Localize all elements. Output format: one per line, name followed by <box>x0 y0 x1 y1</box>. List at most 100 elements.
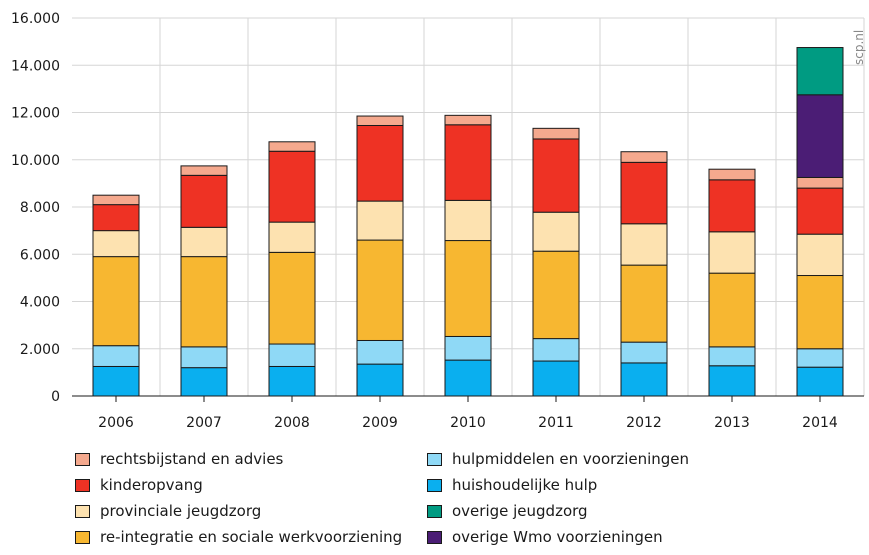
bar-segment <box>620 341 668 364</box>
legend-swatch <box>427 478 442 492</box>
legend-item: rechtsbijstand en advies <box>75 448 283 470</box>
x-tick-label: 2009 <box>362 415 398 431</box>
bar-segment <box>444 199 492 242</box>
bar-segment <box>268 251 316 345</box>
bar-segment <box>444 359 492 397</box>
bar-segment <box>356 363 404 397</box>
bar-segment <box>620 223 668 266</box>
bar-segment <box>444 240 492 337</box>
bar-segment <box>444 124 492 201</box>
bar-segment <box>708 179 756 233</box>
bar-segment <box>532 250 580 340</box>
bar-segment <box>268 141 316 152</box>
legend-label: re-integratie en sociale werkvoorziening <box>100 528 403 546</box>
bar-segment <box>268 343 316 367</box>
bar-segment <box>620 151 668 163</box>
legend-swatch <box>75 530 90 544</box>
bar-segment <box>708 168 756 181</box>
legend-label: overige jeugdzorg <box>452 502 588 520</box>
bar-segment <box>444 335 492 361</box>
bar-segment <box>796 187 844 235</box>
bar-segment <box>444 114 492 126</box>
bar-segment <box>356 115 404 126</box>
y-tick-label: 8.000 <box>20 200 60 216</box>
legend-item: overige jeugdzorg <box>427 500 588 522</box>
x-tick-label: 2007 <box>186 415 222 431</box>
bar-segment <box>796 176 844 189</box>
bar-segment <box>796 233 844 277</box>
y-tick-label: 16.000 <box>11 11 60 27</box>
x-tick-label: 2012 <box>626 415 662 431</box>
y-tick-label: 0 <box>51 389 60 405</box>
stacked-bar-chart: 0 2.000 4.000 6.000 8.000 10.000 12.000 14.000 1… <box>11 11 866 431</box>
legend-swatch <box>427 452 442 466</box>
bar-segment <box>356 239 404 341</box>
bar-segment <box>532 138 580 213</box>
x-tick-label: 2006 <box>98 415 134 431</box>
bar-segment <box>92 256 140 347</box>
bar-segment <box>708 346 756 367</box>
bar-segment <box>356 124 404 202</box>
legend-item: huishoudelijke hulp <box>427 474 597 496</box>
bar-segment <box>268 221 316 253</box>
x-tick-label: 2011 <box>538 415 574 431</box>
legend-swatch <box>427 530 442 544</box>
bar-segment <box>796 348 844 368</box>
bar-segment <box>620 161 668 225</box>
y-tick-label: 14.000 <box>11 58 60 74</box>
legend-label: kinderopvang <box>100 476 203 494</box>
bar-segment <box>180 165 228 176</box>
bar-segment <box>708 231 756 274</box>
legend-item: re-integratie en sociale werkvoorziening <box>75 526 402 548</box>
bar-segment <box>796 275 844 350</box>
y-tick-label: 4.000 <box>20 295 60 311</box>
bar-segment <box>180 256 228 348</box>
bar-segment <box>532 360 580 397</box>
legend-swatch <box>75 452 90 466</box>
watermark: scp.nl <box>852 30 866 65</box>
bar-segment <box>708 365 756 397</box>
bar-segment <box>180 367 228 397</box>
bar-segment <box>268 365 316 397</box>
legend-label: huishoudelijke hulp <box>452 476 598 494</box>
bar-segment <box>92 230 140 258</box>
axes: 0 2.000 4.000 6.000 8.000 10.000 12.000 14.000 1… <box>11 11 864 431</box>
bar-segment <box>532 127 580 140</box>
x-tick-label: 2008 <box>274 415 310 431</box>
legend-label: hulpmiddelen en voorzieningen <box>452 450 690 468</box>
legend-item: kinderopvang <box>75 474 203 496</box>
grid <box>72 17 865 396</box>
x-tick-label: 2014 <box>802 415 838 431</box>
bar-segment <box>92 194 140 206</box>
bar-segment <box>356 339 404 365</box>
legend-item: overige Wmo voorzieningen <box>427 526 663 548</box>
bar-segment <box>268 150 316 223</box>
legend-label: rechtsbijstand en advies <box>100 450 284 468</box>
bar-segment <box>532 211 580 252</box>
bar-segment <box>796 94 844 178</box>
bar-segment <box>796 47 844 96</box>
bar-segment <box>708 272 756 348</box>
y-tick-label: 6.000 <box>20 247 60 263</box>
bar-segment <box>180 346 228 369</box>
legend-swatch <box>427 504 442 518</box>
legend-item: provinciale jeugdzorg <box>75 500 261 522</box>
legend-label: overige Wmo voorzieningen <box>452 528 663 546</box>
y-tick-label: 10.000 <box>11 153 60 169</box>
x-tick-label: 2013 <box>714 415 750 431</box>
bar-segment <box>532 338 580 362</box>
bar-segment <box>180 174 228 228</box>
bars <box>92 47 844 397</box>
bar-segment <box>620 362 668 397</box>
bar-segment <box>180 226 228 258</box>
x-tick-label: 2010 <box>450 415 486 431</box>
y-tick-label: 2.000 <box>20 342 60 358</box>
bar-segment <box>356 200 404 241</box>
legend-item: hulpmiddelen en voorzieningen <box>427 448 689 470</box>
legend-swatch <box>75 504 90 518</box>
y-tick-label: 12.000 <box>11 106 60 122</box>
bar-segment <box>92 365 140 397</box>
legend-swatch <box>75 478 90 492</box>
legend-label: provinciale jeugdzorg <box>100 502 262 520</box>
bar-segment <box>620 264 668 343</box>
